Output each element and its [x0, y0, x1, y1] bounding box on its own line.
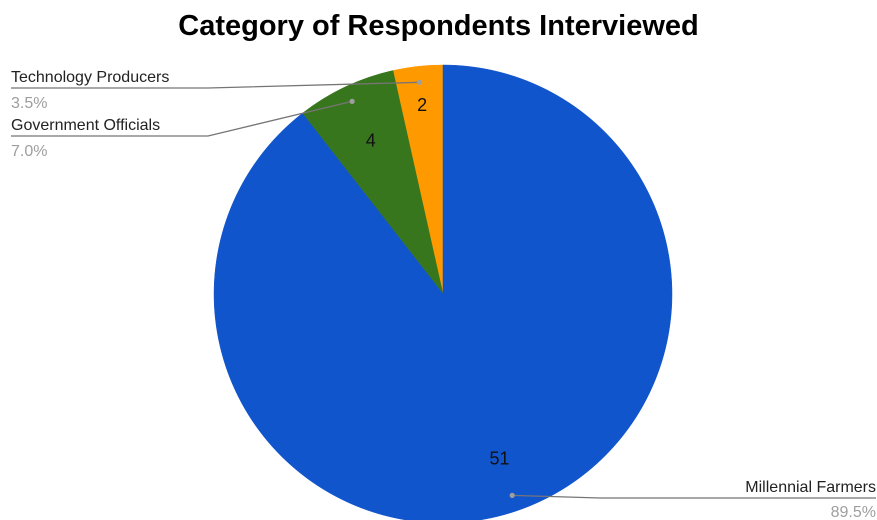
leader-dot	[349, 98, 355, 104]
category-label: Government Officials	[11, 117, 160, 134]
pie-slice-government-officials	[301, 70, 444, 295]
leader-dot	[417, 79, 423, 85]
slice-value-label: 2	[417, 95, 427, 115]
leader-line	[512, 494, 876, 499]
category-label: Technology Producers	[11, 69, 169, 86]
leader-lines	[11, 79, 876, 499]
slice-labels: 2 Technology Producers 3.5% 4 Government Off…	[11, 69, 876, 520]
pie-slice-millennial-farmers	[213, 64, 673, 520]
percent-label: 3.5%	[11, 95, 47, 112]
chart-title: Category of Respondents Interviewed	[178, 10, 699, 42]
slice-value-label: 4	[366, 131, 376, 151]
pie-slices	[213, 64, 673, 520]
percent-label: 7.0%	[11, 143, 47, 160]
leader-line	[11, 100, 353, 137]
leader-line	[11, 81, 420, 89]
leader-dot	[509, 492, 515, 498]
slice-value-label: 51	[489, 449, 509, 469]
percent-label: 89.5%	[831, 504, 876, 520]
category-label: Millennial Farmers	[745, 479, 876, 496]
